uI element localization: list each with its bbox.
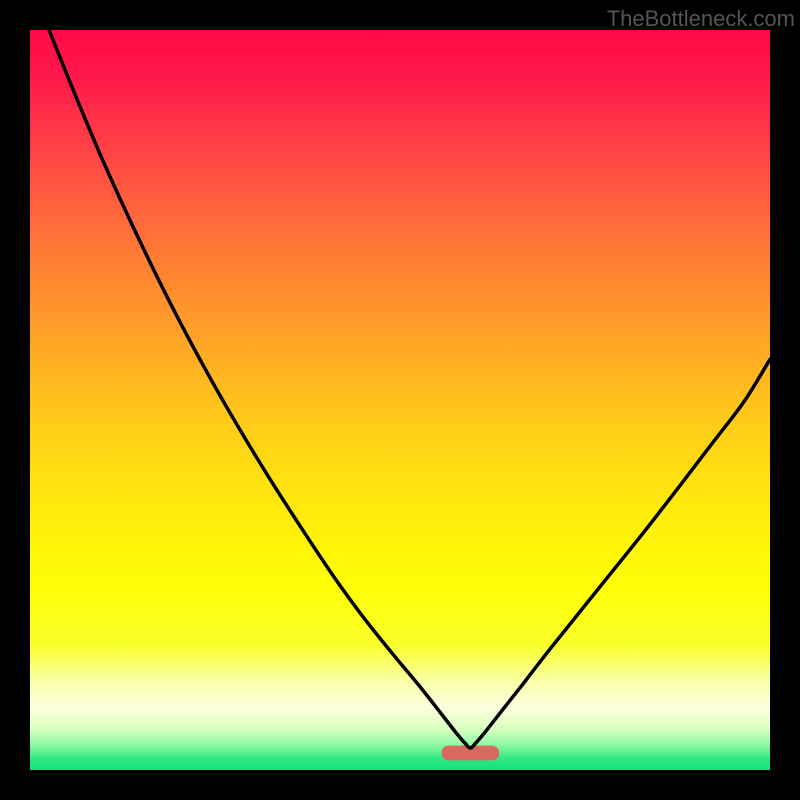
source-watermark: TheBottleneck.com [607, 6, 795, 32]
gradient-background [30, 30, 770, 770]
chart-stage: TheBottleneck.com [0, 0, 800, 800]
bottleneck-chart-svg [0, 0, 800, 800]
plot-area [30, 30, 770, 770]
